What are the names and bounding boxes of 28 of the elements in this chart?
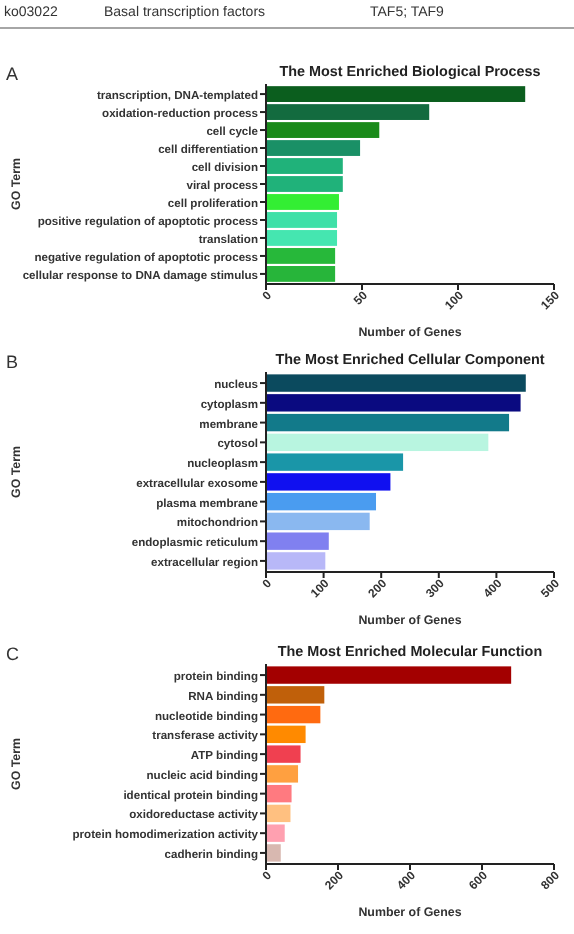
bar: [266, 804, 291, 823]
bar: [266, 433, 489, 452]
bar: [266, 705, 321, 724]
text: A: [6, 64, 19, 84]
bar: [266, 492, 377, 511]
bar: [266, 532, 329, 550]
bar: [266, 512, 370, 531]
bar: [266, 765, 299, 783]
bar: [266, 104, 430, 120]
bar: [266, 413, 510, 432]
bar: [266, 824, 285, 842]
bar: [266, 86, 526, 102]
bar: [266, 374, 526, 392]
bar: [266, 453, 404, 471]
bar: [266, 725, 306, 744]
bar: [266, 686, 325, 704]
text: B: [6, 352, 19, 372]
bar: [266, 784, 292, 803]
bar: [266, 194, 339, 210]
bar: [266, 473, 391, 491]
bar: [266, 844, 281, 862]
text: C: [6, 644, 20, 664]
bar: [266, 122, 380, 138]
bar: [266, 666, 512, 684]
bar: [266, 552, 326, 570]
bar: [266, 140, 361, 156]
bar: [266, 745, 301, 763]
bar: [266, 394, 521, 412]
